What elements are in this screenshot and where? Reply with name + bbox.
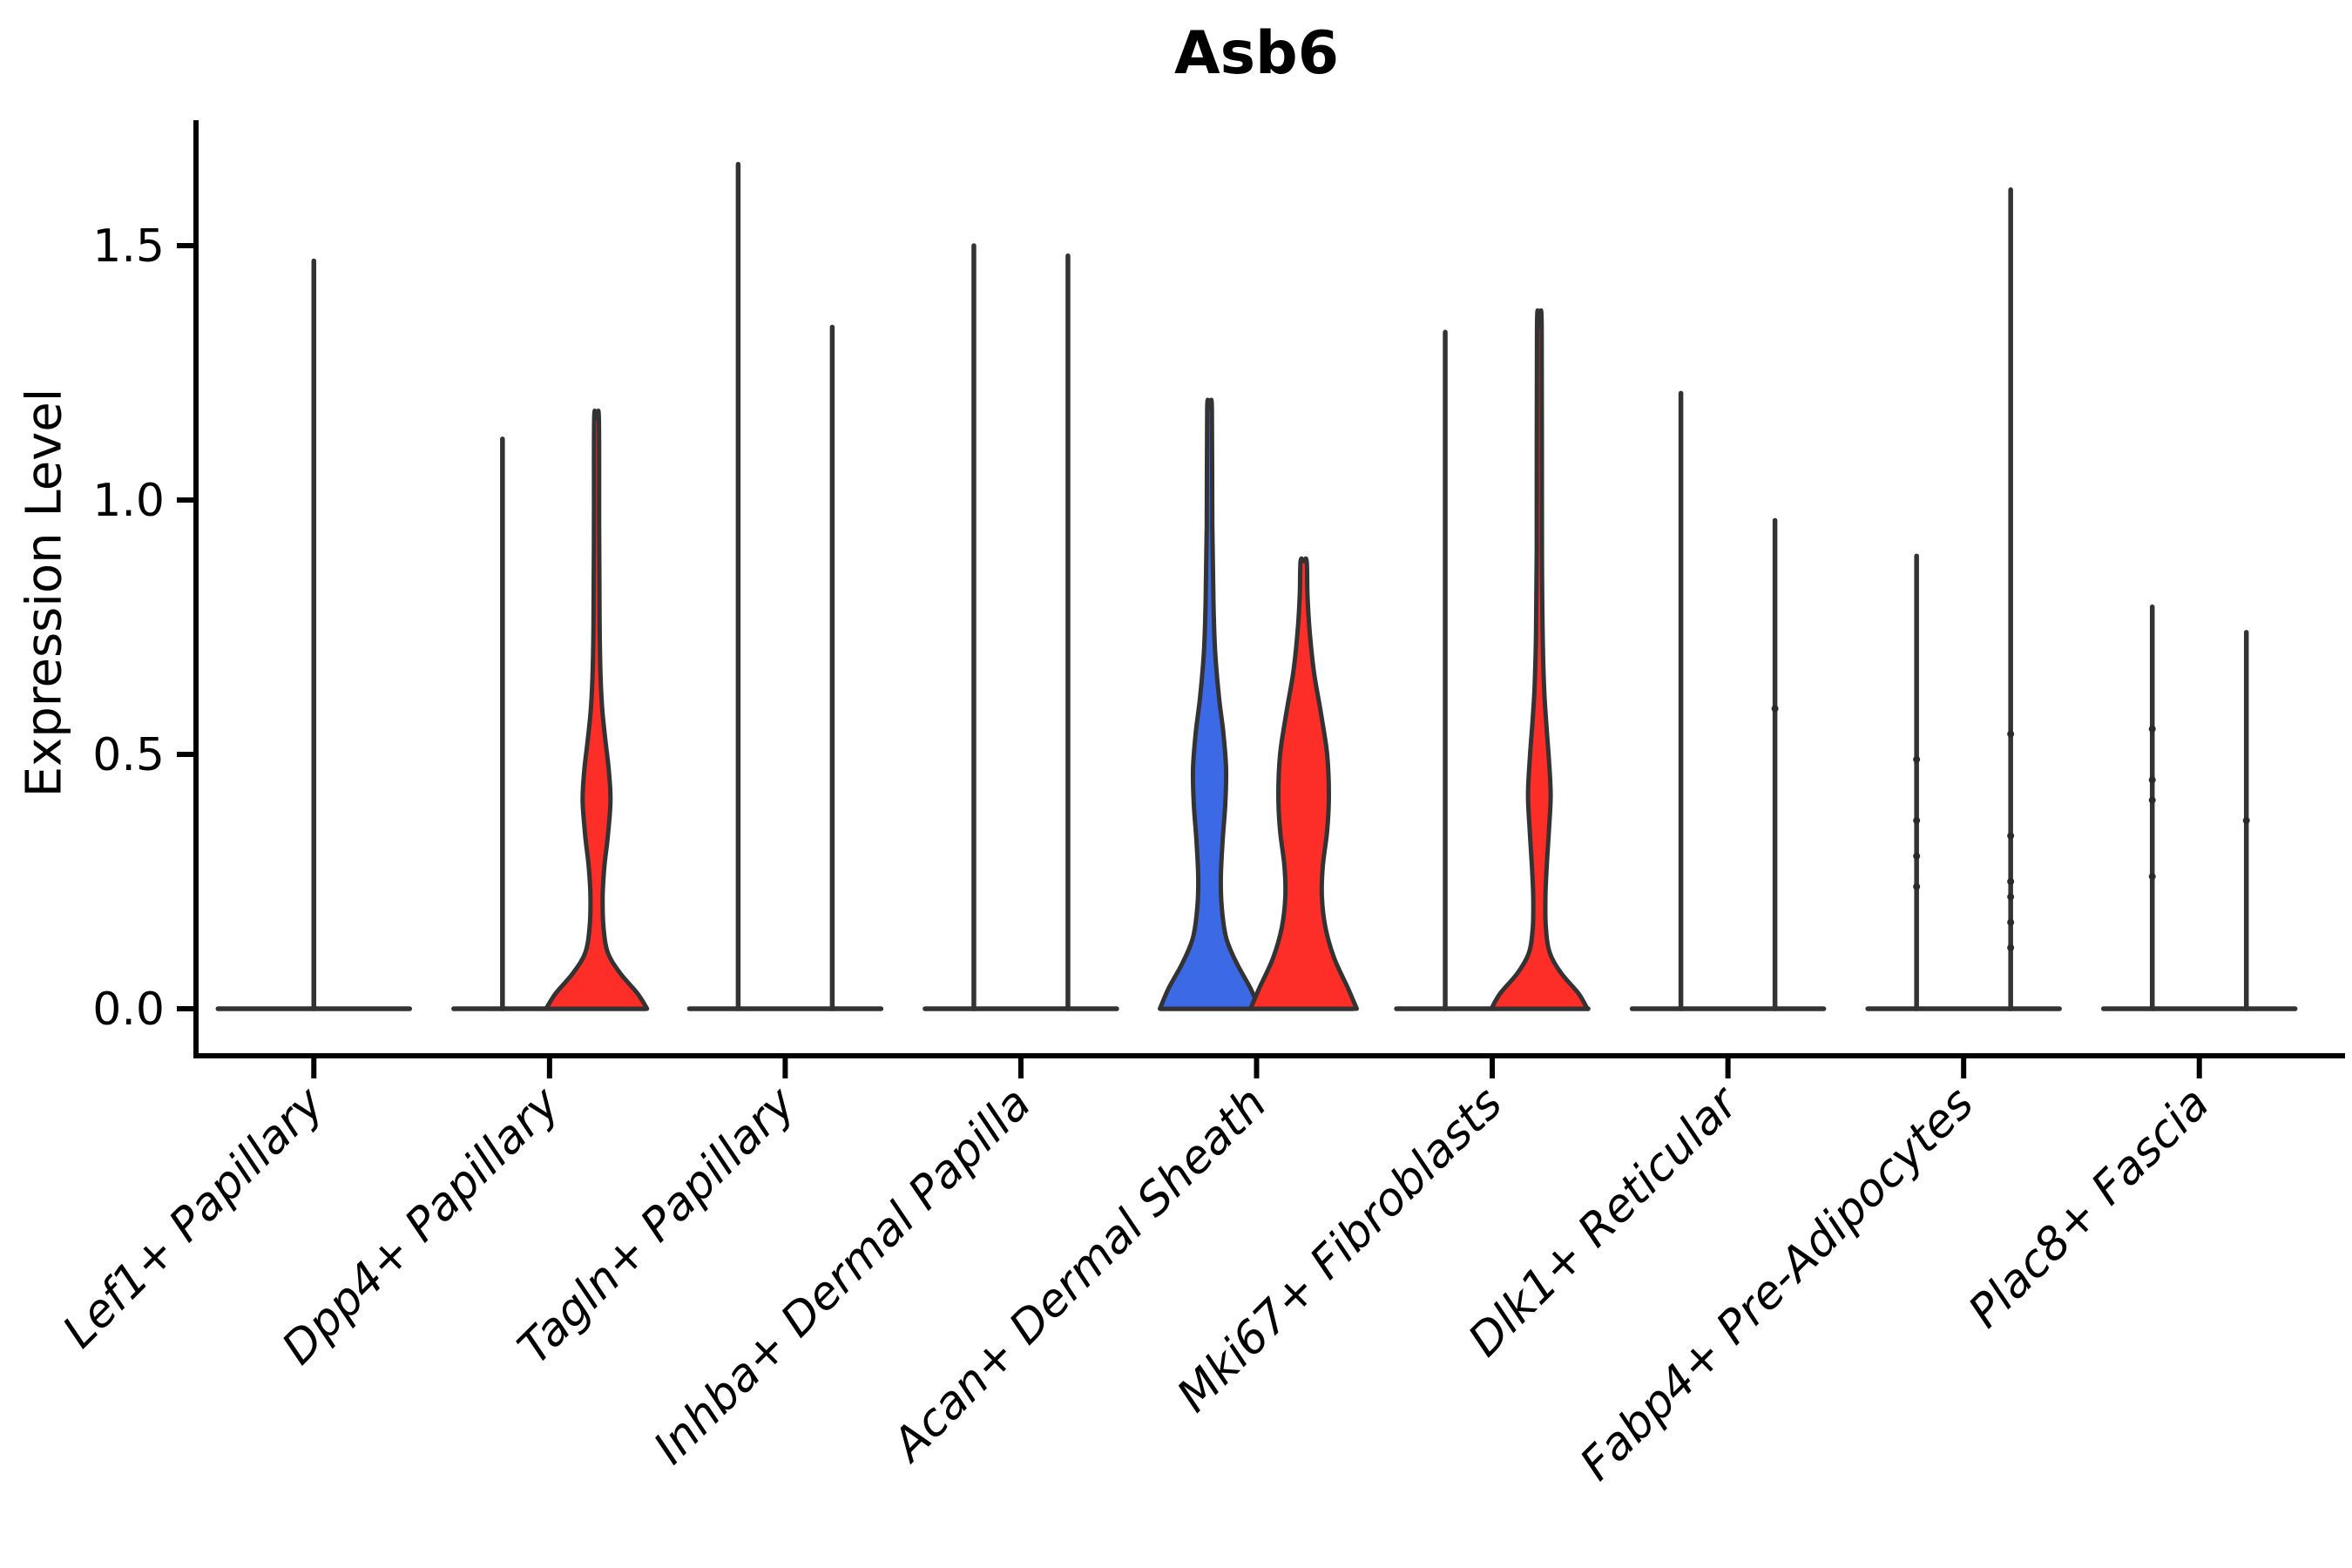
jitter-dot <box>2148 796 2156 804</box>
y-tick-label: 0.0 <box>92 983 165 1036</box>
jitter-dot <box>2148 776 2156 784</box>
x-tick-label: Inhba+ Dermal Papilla <box>644 1078 1041 1475</box>
jitter-dot <box>2242 816 2250 824</box>
violin-body <box>1248 556 1359 1011</box>
jitter-dot <box>1913 816 1921 824</box>
jitter-dot <box>2007 730 2015 738</box>
y-tick-label: 1.0 <box>92 475 165 527</box>
x-tick-label: Fabp4+ Pre-Adipocytes <box>1571 1078 1984 1491</box>
jitter-dot <box>1913 882 1921 890</box>
jitter-dot <box>1913 852 1921 860</box>
x-tick-label: Acan+ Dermal Sheath <box>882 1078 1277 1473</box>
violin-body <box>1158 397 1261 1011</box>
y-tick-label: 0.5 <box>92 729 165 781</box>
jitter-dot <box>2007 832 2015 840</box>
jitter-dot <box>2007 943 2015 951</box>
jitter-dot <box>2007 918 2015 926</box>
jitter-dot <box>2148 873 2156 881</box>
violin-body <box>1489 308 1590 1011</box>
x-tick-label: Lef1+ Papillary <box>53 1077 335 1358</box>
jitter-dot <box>1913 755 1921 763</box>
y-tick-label: 1.5 <box>92 220 165 273</box>
jitter-dot <box>1771 705 1779 713</box>
jitter-dot <box>2148 725 2156 733</box>
jitter-dot <box>2007 893 2015 901</box>
violin-body <box>544 409 650 1011</box>
chart-title: Asb6 <box>1173 19 1340 88</box>
x-tick-label: Plac8+ Fascia <box>1959 1078 2220 1338</box>
jitter-dot <box>2007 878 2015 885</box>
